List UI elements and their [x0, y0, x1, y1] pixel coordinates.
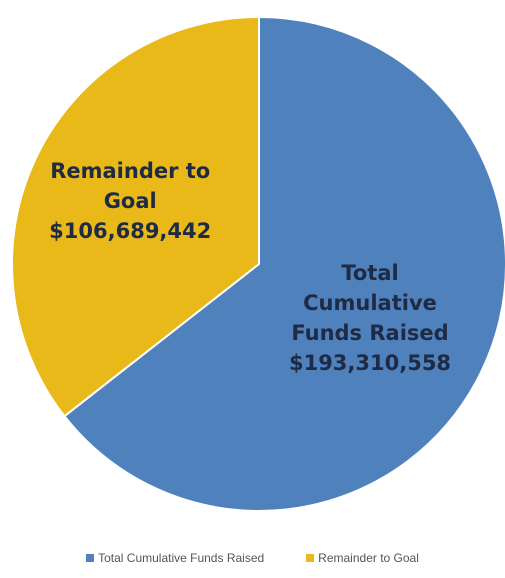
chart-legend: Total Cumulative Funds Raised Remainder … — [0, 551, 505, 565]
slice-label-line: Remainder to — [50, 159, 210, 183]
pie-slice-remainder — [11, 15, 260, 418]
pie-slices — [11, 15, 505, 512]
slice-label-line: Funds Raised — [291, 321, 448, 345]
legend-label-remainder: Remainder to Goal — [318, 551, 419, 565]
slice-label-line: $193,310,558 — [289, 351, 451, 375]
slice-label-total-raised: Total Cumulative Funds Raised $193,310,558 — [289, 261, 451, 375]
slice-label-line: Cumulative — [303, 291, 437, 315]
legend-swatch-remainder — [306, 554, 315, 562]
legend-item-total-raised: Total Cumulative Funds Raised — [86, 551, 264, 565]
legend-swatch-total-raised — [86, 554, 95, 562]
legend-item-remainder: Remainder to Goal — [306, 551, 419, 565]
legend-label-total-raised: Total Cumulative Funds Raised — [98, 551, 265, 565]
slice-label-line: Total — [341, 261, 398, 285]
slice-label-line: Goal — [104, 189, 157, 213]
slice-label-line: $106,689,442 — [49, 219, 211, 243]
pie-slice-labels: Total Cumulative Funds Raised $193,310,558 R… — [49, 159, 451, 375]
slice-label-remainder: Remainder to Goal $106,689,442 — [49, 159, 211, 243]
pie-slice-total-raised — [63, 15, 505, 512]
